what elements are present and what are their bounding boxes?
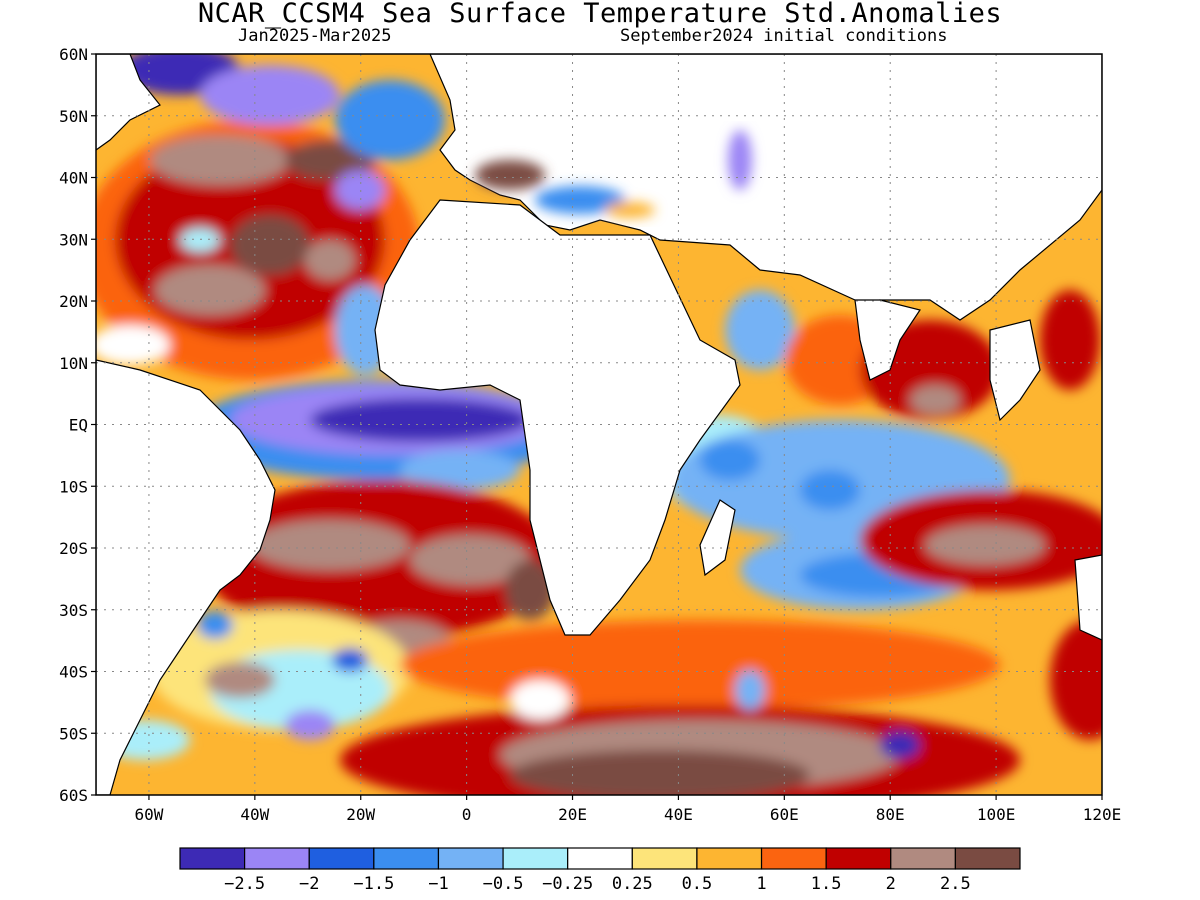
- colorbar-label: −2.5: [224, 874, 265, 894]
- lat-label: EQ: [69, 416, 88, 435]
- colorbar-swatch: [437, 847, 504, 870]
- land-masses: [96, 54, 1102, 795]
- lon-label: 40W: [240, 805, 269, 824]
- lat-label: 10S: [59, 477, 88, 496]
- colorbar-swatch: [244, 847, 310, 870]
- colorbar-label: −1.5: [353, 874, 394, 894]
- map-title: NCAR_CCSM4 Sea Surface Temperature Std.A…: [197, 0, 1003, 29]
- colorbar-label: 1: [756, 874, 766, 894]
- colorbar-swatch: [308, 847, 375, 870]
- colorbar-swatch: [825, 847, 892, 870]
- colorbar-label: −2: [299, 874, 319, 894]
- colorbar-label: 1.5: [811, 874, 842, 894]
- lon-label: 60E: [770, 805, 799, 824]
- lat-label: 30N: [59, 230, 88, 249]
- colorbar-label: −1: [428, 874, 448, 894]
- gridlines: [96, 54, 1102, 795]
- colorbar-swatch: [502, 847, 569, 870]
- lon-label: 80E: [876, 805, 905, 824]
- lon-label: 100E: [977, 805, 1016, 824]
- lat-label: 40S: [59, 663, 88, 682]
- initial-conditions: September2024 initial conditions: [620, 26, 948, 46]
- colorbar-swatch: [567, 847, 633, 870]
- lat-label: 20S: [59, 539, 88, 558]
- lat-label: 50S: [59, 724, 88, 743]
- lon-label: 20W: [346, 805, 375, 824]
- colorbar-swatch: [954, 847, 1021, 870]
- colorbar-swatch: [373, 847, 440, 870]
- colorbar-label: −0.5: [483, 874, 524, 894]
- lat-label: 30S: [59, 601, 88, 620]
- lon-label: 20E: [558, 805, 587, 824]
- colorbar-swatch: [631, 847, 698, 870]
- colorbar-label: −0.25: [542, 874, 593, 894]
- lat-label: 60S: [59, 786, 88, 805]
- colorbar-swatch: [760, 847, 827, 870]
- colorbar-swatch: [696, 847, 763, 870]
- colorbar-label: 0.5: [682, 874, 713, 894]
- lat-label: 10N: [59, 354, 88, 373]
- lat-label: 40N: [59, 169, 88, 188]
- lat-label: 50N: [59, 107, 88, 126]
- colorbar-label: 2: [886, 874, 896, 894]
- lon-label: 0: [462, 805, 472, 824]
- lon-label: 60W: [134, 805, 163, 824]
- axis-ticks: 60N 50N 40N 30N 20N 10N EQ 10S 20S 30S 40S 50S 60S 60…: [59, 45, 1121, 824]
- lat-label: 60N: [59, 45, 88, 64]
- colorbar-label: 2.5: [940, 874, 971, 894]
- lat-label: 20N: [59, 292, 88, 311]
- colorbar-label: 0.25: [612, 874, 653, 894]
- forecast-period: Jan2025-Mar2025: [238, 26, 392, 46]
- colorbar: −2.5 −2 −1.5 −1 −0.5 −0.25 0.25 0.5 1 1.5 2 2.5: [179, 847, 1021, 894]
- colorbar-swatch: [890, 847, 956, 870]
- lon-label: 120E: [1083, 805, 1122, 824]
- colorbar-swatch: [179, 847, 246, 870]
- anomaly-field: [96, 54, 1102, 795]
- lon-label: 40E: [664, 805, 693, 824]
